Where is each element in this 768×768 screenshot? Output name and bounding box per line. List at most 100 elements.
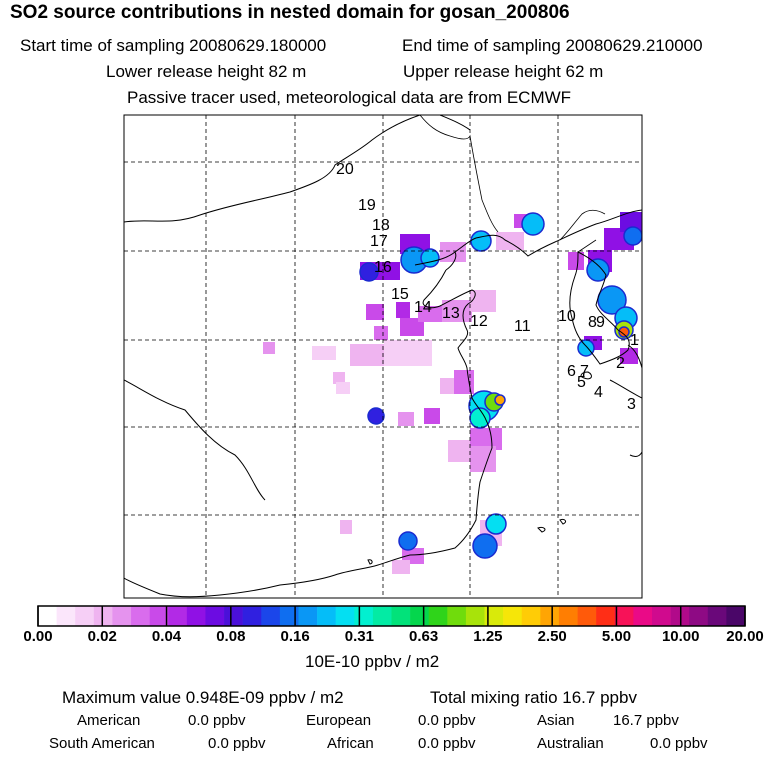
trajectory-label-14: 14 <box>414 299 432 316</box>
colorbar-segment <box>707 606 727 626</box>
concentration-cell <box>470 230 492 252</box>
concentration-cell <box>470 446 496 472</box>
trajectory-label-15: 15 <box>391 286 409 303</box>
region-australian-label: Australian <box>537 735 604 752</box>
end-time: End time of sampling 20080629.210000 <box>402 36 703 55</box>
region-american-label: American <box>77 712 141 729</box>
colorbar-segment <box>298 606 318 626</box>
chart-title: SO2 source contributions in nested domai… <box>10 2 570 23</box>
colorbar-segment <box>93 606 113 626</box>
trajectory-label-11: 11 <box>514 318 531 335</box>
region-american-value: 0.0 ppbv <box>188 712 246 729</box>
trajectory-label-6: 6 <box>567 363 576 380</box>
concentration-cell <box>494 394 506 406</box>
colorbar-segment <box>186 606 206 626</box>
concentration-cell <box>424 408 440 424</box>
colorbar-tick-label: 0.00 <box>23 628 53 645</box>
colorbar-segment <box>726 606 746 626</box>
concentration-cell <box>496 232 524 250</box>
colorbar-segment <box>205 606 225 626</box>
region-european-label: European <box>306 712 372 729</box>
concentration-cell <box>340 520 352 534</box>
concentration-cell <box>440 242 466 262</box>
region-australian-value: 0.0 ppbv <box>650 735 708 752</box>
trajectory-label-7: 7 <box>580 363 589 380</box>
colorbar-segment <box>484 606 504 626</box>
concentration-cell <box>420 248 440 268</box>
colorbar-segment <box>540 606 560 626</box>
colorbar <box>37 605 746 627</box>
region-african-value: 0.0 ppbv <box>418 735 476 752</box>
colorbar-unit: 10E-10 ppbv / m2 <box>305 652 440 671</box>
colorbar-segment <box>168 606 188 626</box>
trajectory-label-19: 19 <box>358 197 376 214</box>
concentration-cell <box>367 407 385 425</box>
colorbar-tick-label: 10.00 <box>661 628 700 645</box>
colorbar-tick-label: 0.63 <box>409 628 439 645</box>
concentration-cell <box>485 513 507 535</box>
colorbar-segment <box>261 606 281 626</box>
colorbar-segment <box>596 606 616 626</box>
upper-release-height: Upper release height 62 m <box>403 62 604 81</box>
colorbar-segment <box>614 606 634 626</box>
trajectory-label-17: 17 <box>370 233 388 250</box>
concentration-cell <box>333 372 345 384</box>
region-african-label: African <box>327 735 374 752</box>
colorbar-segment <box>521 606 541 626</box>
colorbar-segment <box>317 606 336 626</box>
colorbar-tick-label: 1.25 <box>473 628 503 645</box>
colorbar-segment <box>503 606 523 626</box>
lower-release-height: Lower release height 82 m <box>106 62 307 81</box>
colorbar-tick-label: 20.00 <box>726 628 764 645</box>
trajectory-label-20: 20 <box>336 161 354 178</box>
concentration-cell <box>396 302 410 318</box>
colorbar-segment <box>391 606 411 626</box>
concentration-cell <box>312 346 336 360</box>
colorbar-segment <box>38 606 57 626</box>
colorbar-segment <box>131 606 150 626</box>
trajectory-label-10: 10 <box>558 308 576 325</box>
concentration-cell <box>392 560 410 574</box>
concentration-cell <box>620 348 638 364</box>
concentration-cell <box>469 407 491 429</box>
trajectory-label-18: 18 <box>372 217 390 234</box>
colorbar-segment <box>558 606 578 626</box>
concentration-cell <box>577 339 595 357</box>
trajectory-label-8: 8 <box>588 314 597 331</box>
concentration-cell <box>359 262 379 282</box>
coastlines <box>124 115 642 598</box>
trajectory-label-2: 2 <box>616 355 625 372</box>
colorbar-tick-label: 0.08 <box>216 628 246 645</box>
concentration-cell <box>472 533 498 559</box>
colorbar-segment <box>689 606 709 626</box>
concentration-cell <box>400 318 424 336</box>
concentration-cell <box>263 342 275 354</box>
colorbar-segment <box>112 606 132 626</box>
concentration-cell <box>470 290 496 312</box>
trajectory-label-1: 1 <box>630 332 639 349</box>
colorbar-segment <box>149 606 169 626</box>
tracer-note: Passive tracer used, meteorological data… <box>127 88 572 107</box>
colorbar-segment <box>465 606 485 626</box>
concentration-cell <box>418 306 442 322</box>
map-frame <box>123 114 643 599</box>
colorbar-segment <box>75 606 95 626</box>
maximum-value: Maximum value 0.948E-09 ppbv / m2 <box>62 688 344 707</box>
region-south-american-label: South American <box>49 735 155 752</box>
grid-lines <box>124 115 642 598</box>
concentration-field <box>263 212 642 574</box>
trajectory-label-4: 4 <box>594 384 603 401</box>
colorbar-tick-label: 0.02 <box>87 628 117 645</box>
trajectory-label-3: 3 <box>627 396 636 413</box>
colorbar-segment <box>224 606 243 626</box>
colorbar-segment <box>633 606 653 626</box>
trajectory-label-13: 13 <box>442 305 460 322</box>
start-time: Start time of sampling 20080629.180000 <box>20 36 327 55</box>
concentration-cell <box>618 326 630 338</box>
trajectory-label-5: 5 <box>577 374 586 391</box>
colorbar-tick-label: 0.04 <box>151 628 182 645</box>
colorbar-segment <box>335 606 355 626</box>
colorbar-segment <box>577 606 597 626</box>
